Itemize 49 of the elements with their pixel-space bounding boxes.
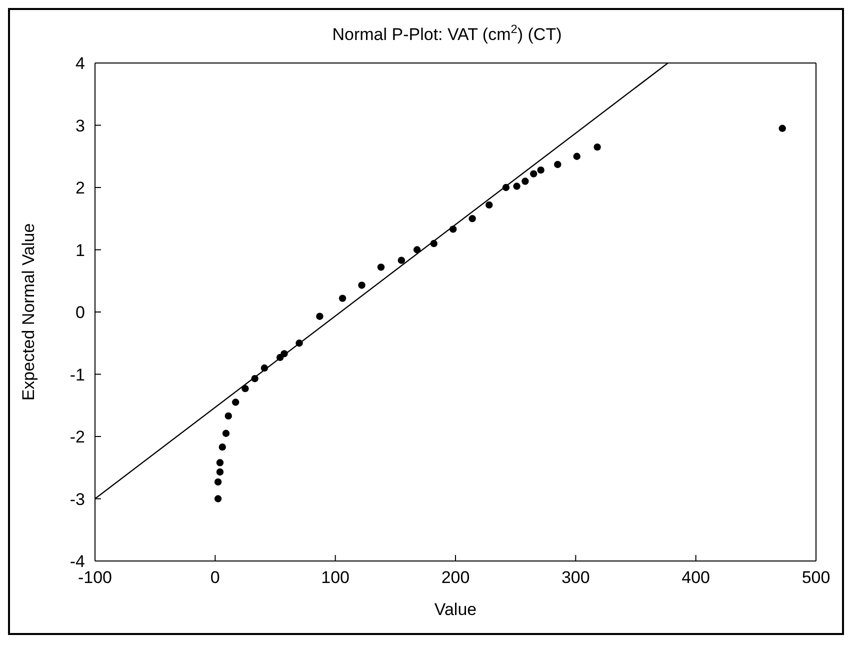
point xyxy=(214,478,222,486)
point xyxy=(513,182,520,190)
point xyxy=(486,201,493,209)
point xyxy=(260,364,268,372)
point xyxy=(468,215,476,222)
y-tick-label: -1 xyxy=(70,365,85,384)
point xyxy=(530,170,538,178)
x-tick-label: 400 xyxy=(682,568,710,588)
point xyxy=(216,459,224,466)
chart-title: Normal P-Plot: VAT (cm$^{2}$) (CT) xyxy=(332,22,562,44)
y-tick-label: -3 xyxy=(70,490,85,509)
x-tick-label: 200 xyxy=(441,568,470,588)
point xyxy=(216,468,224,476)
point xyxy=(316,312,324,320)
point xyxy=(377,264,385,271)
point xyxy=(358,282,366,289)
x-tick-label: 100 xyxy=(321,568,350,588)
y-tick-label: 0 xyxy=(76,303,85,322)
y-axis-title: Expected Normal Value xyxy=(19,223,38,401)
point xyxy=(554,160,562,168)
y-tick-label: 4 xyxy=(76,54,85,74)
point xyxy=(502,184,510,192)
x-axis-title: Value xyxy=(434,600,477,619)
point xyxy=(224,412,232,420)
point xyxy=(522,178,529,185)
point xyxy=(573,152,580,160)
point xyxy=(449,226,457,233)
point xyxy=(398,256,406,264)
y-tick-label: 1 xyxy=(76,240,85,260)
point xyxy=(430,240,438,248)
point xyxy=(296,340,303,347)
point xyxy=(338,294,346,302)
x-tick-label: 300 xyxy=(561,568,590,588)
point xyxy=(594,143,601,151)
point xyxy=(222,430,230,437)
x-tick-label: 500 xyxy=(802,568,830,588)
point xyxy=(413,246,421,254)
point xyxy=(280,350,288,358)
y-tick-label: 2 xyxy=(76,178,85,198)
point xyxy=(537,166,544,174)
point xyxy=(242,384,249,392)
point xyxy=(251,375,258,382)
x-tick-label: 0 xyxy=(210,568,220,588)
point xyxy=(778,124,786,132)
point xyxy=(218,443,226,451)
y-tick-label: 3 xyxy=(76,116,85,136)
point xyxy=(214,495,222,502)
y-tick-label: -2 xyxy=(70,428,85,447)
point xyxy=(232,398,240,406)
